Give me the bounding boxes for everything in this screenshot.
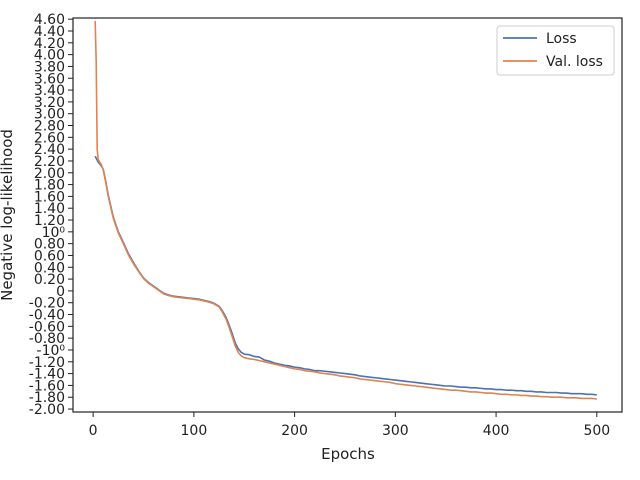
y-tick-label: -1.20 — [29, 355, 65, 371]
y-axis-label: Negative log-likelihood — [0, 129, 16, 301]
y-tick-label: 4.60 — [34, 12, 65, 28]
y-tick-label: 4.00 — [34, 48, 65, 64]
y-tick-label: -0.80 — [29, 331, 65, 347]
y-tick-label: 2.60 — [34, 130, 65, 146]
y-tick-label: -10⁰ — [37, 343, 66, 359]
x-tick-label: 100 — [181, 423, 208, 439]
x-axis-ticks: 0 100 200 300 400 500 — [89, 412, 610, 439]
y-tick-label: 1.40 — [34, 201, 65, 217]
y-tick-label: -2.00 — [29, 402, 65, 418]
y-tick-label: 10⁰ — [42, 225, 66, 241]
y-tick-label: 2.00 — [34, 166, 65, 182]
y-axis-ticks: 4.604.404.204.003.803.603.403.203.002.80… — [29, 12, 73, 418]
x-tick-label: 400 — [483, 423, 510, 439]
x-tick-label: 200 — [281, 423, 308, 439]
y-tick-label: -0.60 — [29, 319, 65, 335]
plot-area — [73, 18, 622, 412]
plot-frame — [72, 17, 623, 413]
y-tick-label: 3.00 — [34, 107, 65, 123]
x-tick-label: 0 — [89, 423, 98, 439]
y-tick-label: -0.40 — [29, 308, 65, 324]
y-tick-label: 2.40 — [34, 142, 65, 158]
y-tick-label: 0 — [56, 284, 65, 300]
legend-label-loss: Loss — [546, 31, 577, 47]
y-tick-label: -1.40 — [29, 367, 65, 383]
legend-label-val-loss: Val. loss — [546, 54, 603, 70]
x-tick-label: 300 — [382, 423, 409, 439]
y-tick-label: -1.80 — [29, 390, 65, 406]
x-axis-label: Epochs — [321, 445, 375, 463]
y-tick-label: -0.20 — [29, 296, 65, 312]
y-tick-label: 2.20 — [34, 154, 65, 170]
y-tick-label: 1.80 — [34, 178, 65, 194]
y-tick-label: 0.20 — [34, 272, 65, 288]
y-tick-label: 3.20 — [34, 95, 65, 111]
x-tick-label: 500 — [583, 423, 610, 439]
y-tick-label: -1.60 — [29, 378, 65, 394]
y-tick-label: 2.80 — [34, 119, 65, 135]
series-line-val-loss — [94, 20, 597, 400]
y-tick-label: 0.80 — [34, 237, 65, 253]
y-tick-label: 1.20 — [34, 213, 65, 229]
y-tick-label: 3.60 — [34, 71, 65, 87]
y-tick-label: 1.60 — [34, 189, 65, 205]
y-tick-label: 4.20 — [34, 36, 65, 52]
y-tick-label: 0.40 — [34, 260, 65, 276]
y-tick-label: 3.40 — [34, 83, 65, 99]
y-tick-label: 4.40 — [34, 24, 65, 40]
y-tick-label: 0.60 — [34, 248, 65, 264]
series-lines — [94, 20, 597, 400]
y-tick-label: 3.80 — [34, 59, 65, 75]
legend: Loss Val. loss — [496, 25, 615, 76]
